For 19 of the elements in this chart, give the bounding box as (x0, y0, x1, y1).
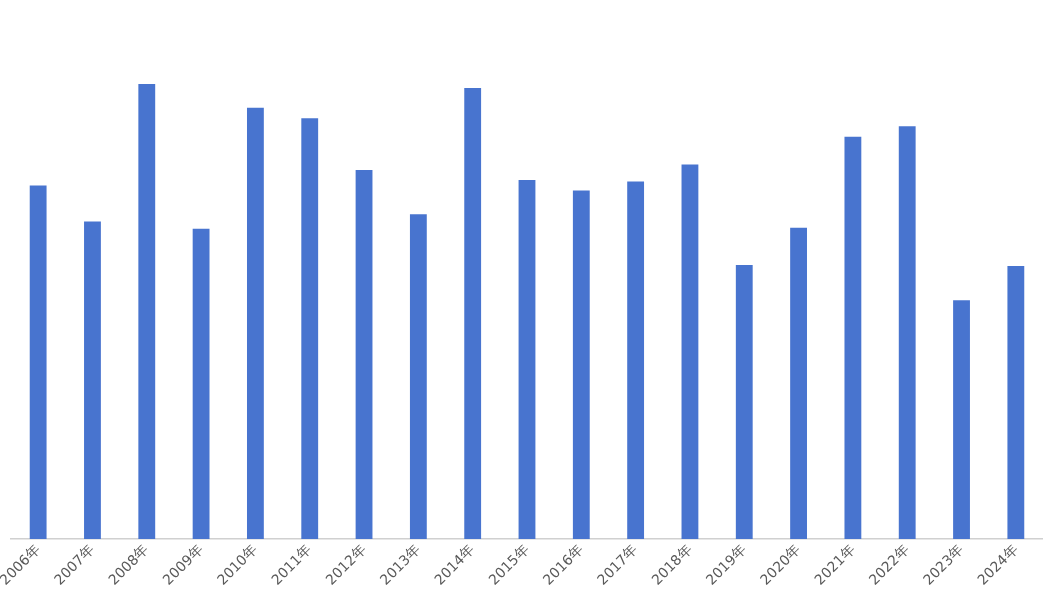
bar (192, 228, 210, 540)
bar (84, 221, 101, 540)
bar (953, 300, 970, 540)
bar (898, 126, 916, 540)
bar (138, 84, 156, 540)
bar (29, 185, 47, 540)
bar (1007, 266, 1025, 540)
bar (627, 181, 645, 540)
bar (681, 164, 699, 540)
bar (409, 214, 427, 540)
bar (246, 107, 264, 540)
bar (355, 170, 373, 540)
bar (790, 227, 807, 540)
bar (735, 265, 753, 540)
bar (572, 190, 590, 540)
bar (844, 136, 862, 540)
bar (301, 118, 319, 540)
bar (518, 180, 536, 540)
bar (464, 88, 482, 540)
